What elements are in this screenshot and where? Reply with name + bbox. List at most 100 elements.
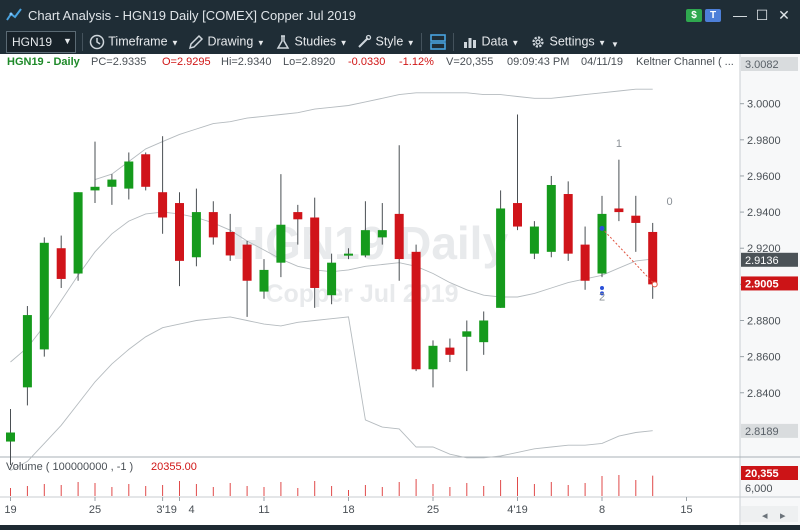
keltner-lower-band[interactable]	[10, 316, 653, 471]
volume-study-label[interactable]: Volume ( 100000000 , -1 )	[6, 461, 133, 473]
candle-body[interactable]	[428, 345, 438, 370]
scroll-left-icon[interactable]: ◂	[762, 510, 768, 522]
candle-body[interactable]	[529, 226, 539, 254]
link-badge-icon[interactable]: T	[705, 9, 721, 22]
volume-series[interactable]	[10, 475, 654, 496]
drawing-annotation[interactable]	[599, 225, 658, 296]
symbol-selector[interactable]: HGN19 ▼	[6, 31, 76, 53]
candle-body[interactable]	[631, 215, 641, 223]
scroll-right-icon[interactable]: ▸	[780, 510, 786, 522]
candle-body[interactable]	[479, 320, 489, 343]
candle-body[interactable]	[39, 242, 49, 350]
drawing-trendline[interactable]	[601, 228, 656, 285]
layout-button[interactable]	[429, 34, 447, 50]
drawing-marker[interactable]	[600, 285, 604, 290]
candle-body[interactable]	[22, 315, 32, 388]
close-button[interactable]: ✕	[778, 7, 790, 23]
chevron-down-icon: ▼	[611, 40, 619, 49]
candle-body[interactable]	[293, 212, 303, 220]
candle-body[interactable]	[6, 432, 15, 442]
candle-body[interactable]	[597, 213, 607, 274]
candle-body[interactable]	[242, 244, 252, 281]
candle-body[interactable]	[327, 262, 337, 296]
price-tick-label: 2.8800	[747, 315, 781, 327]
candle-body[interactable]	[158, 192, 168, 218]
studies-label: Studies	[294, 34, 337, 49]
volume-last-tag	[741, 466, 798, 480]
minimize-button[interactable]: —	[733, 7, 747, 23]
time-axis[interactable]: 19 25 3'19 4 11 18 25 4'19 8 15	[4, 497, 693, 516]
chart-area[interactable]: HGN19 Daily Copper Jul 2019 HGN19 - Dail…	[0, 54, 800, 525]
timeframe-menu[interactable]: Timeframe ▼	[89, 34, 179, 50]
candle-body[interactable]	[445, 347, 455, 355]
drawing-label: Drawing	[207, 34, 254, 49]
candle-body[interactable]	[377, 230, 387, 238]
price-tick-label: 2.9200	[747, 243, 781, 255]
candle-body[interactable]	[496, 208, 506, 308]
data-label: Data	[481, 34, 508, 49]
candle-body[interactable]	[225, 231, 235, 256]
time-tick-label: 4'19	[507, 504, 527, 516]
volume-axis-label: 6,000	[745, 483, 773, 495]
header-study[interactable]: Keltner Channel ( ...	[636, 56, 734, 68]
candle-body[interactable]	[175, 203, 184, 261]
pencil-icon	[188, 34, 204, 50]
candle-body[interactable]	[259, 269, 269, 292]
price-pane[interactable]	[0, 54, 740, 457]
maximize-button[interactable]: ☐	[755, 7, 769, 23]
flask-icon	[276, 35, 290, 49]
drawing-handle-start[interactable]	[599, 225, 605, 231]
price-tick-label: 2.9600	[747, 171, 781, 183]
candle-body[interactable]	[90, 186, 100, 191]
upper-band-tag	[741, 57, 798, 71]
candle-body[interactable]	[107, 179, 117, 187]
candle-body[interactable]	[580, 244, 590, 281]
candle-body[interactable]	[411, 251, 421, 370]
candle-body[interactable]	[648, 231, 658, 285]
more-options-button[interactable]: ▼	[611, 36, 619, 52]
time-tick-label: 11	[258, 504, 269, 516]
time-tick-label: 4	[188, 504, 194, 516]
studies-menu[interactable]: Studies ▼	[275, 34, 348, 50]
candle-body[interactable]	[614, 208, 624, 213]
price-tick-label: 2.9800	[747, 135, 781, 147]
candle-body[interactable]	[513, 203, 522, 227]
axis-corner	[741, 506, 798, 522]
settings-label: Settings	[549, 34, 595, 49]
watermark-name: Copper Jul 2019	[265, 280, 458, 308]
drawing-menu[interactable]: Drawing ▼	[188, 34, 265, 50]
header-date: 04/11/19	[581, 56, 623, 68]
data-menu[interactable]: Data ▼	[462, 34, 519, 50]
volume-last-value: 20,355	[745, 468, 779, 480]
candle-body[interactable]	[546, 184, 556, 252]
time-tick-label: 25	[89, 504, 101, 516]
time-tick-label: 19	[4, 504, 16, 516]
keltner-upper-band[interactable]	[94, 88, 653, 181]
style-label: Style	[375, 34, 404, 49]
candle-body[interactable]	[141, 154, 151, 187]
drawing-handle-end[interactable]	[651, 281, 658, 288]
price-chart[interactable]: HGN19 Daily Copper Jul 2019 HGN19 - Dail…	[0, 54, 800, 525]
candle-body[interactable]	[462, 331, 472, 337]
price-tick-label: 2.9400	[747, 207, 781, 219]
style-menu[interactable]: Style ▼	[356, 34, 415, 50]
drawing-marker[interactable]	[600, 291, 604, 296]
candle-body[interactable]	[73, 192, 83, 274]
candle-body[interactable]	[360, 230, 370, 256]
candle-body[interactable]	[563, 194, 573, 254]
candle-body[interactable]	[56, 248, 66, 279]
candle-body[interactable]	[208, 212, 218, 238]
candle-body[interactable]	[191, 212, 201, 258]
settings-menu[interactable]: Settings ▼	[530, 34, 606, 50]
dollar-badge-icon[interactable]: $	[686, 9, 702, 22]
price-axis[interactable]: 3.00002.98002.96002.94002.92002.90002.88…	[740, 99, 781, 400]
middle-band-value: 2.9136	[745, 255, 779, 267]
candlestick-series[interactable]	[6, 114, 658, 466]
candle-body[interactable]	[124, 161, 134, 189]
candle-body[interactable]	[310, 217, 320, 288]
candle-body[interactable]	[276, 224, 286, 263]
candle-body[interactable]	[394, 213, 404, 260]
last-price-value: 2.9005	[745, 278, 779, 290]
candle-body[interactable]	[344, 253, 353, 256]
